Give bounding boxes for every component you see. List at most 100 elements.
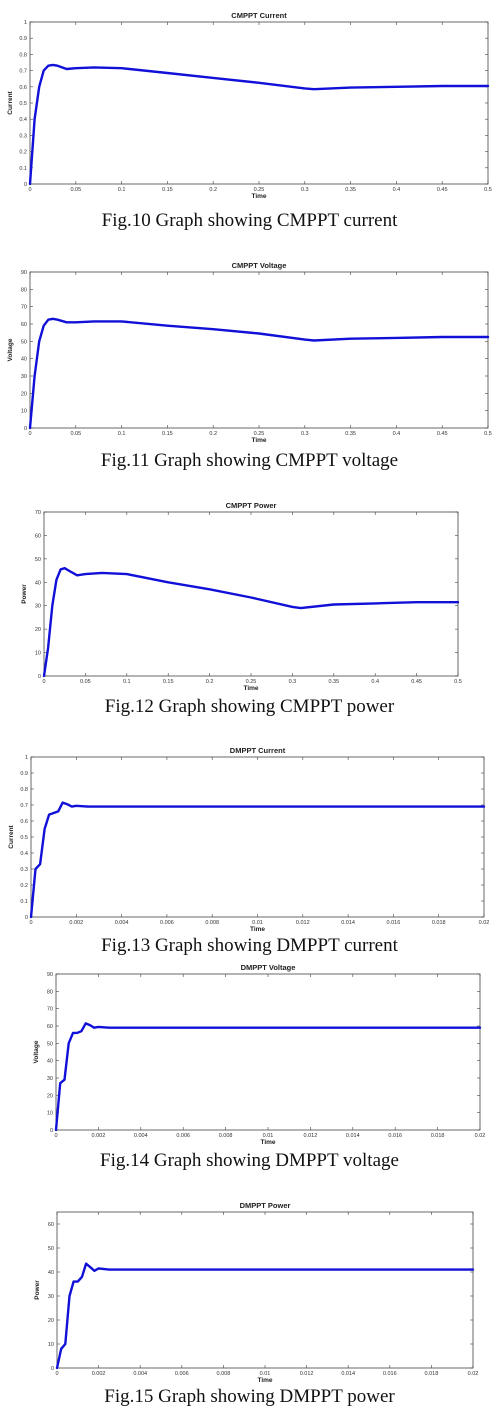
y-tick-label: 50 (48, 1246, 54, 1252)
y-tick-label: 80 (47, 989, 53, 995)
x-tick-label: 0.01 (260, 1371, 271, 1377)
y-tick-label: 0.4 (20, 851, 28, 857)
y-tick-label: 0 (38, 674, 41, 680)
y-tick-label: 40 (47, 1059, 53, 1065)
x-tick-label: 0 (29, 920, 32, 926)
y-tick-label: 0.4 (19, 117, 27, 123)
y-tick-label: 90 (21, 270, 27, 276)
x-tick-label: 0.45 (411, 679, 422, 685)
plot-frame (30, 756, 485, 918)
plot-frame (29, 21, 489, 185)
x-tick-label: 0.15 (162, 431, 173, 437)
x-tick-label: 0.45 (437, 187, 448, 193)
x-tick-label: 0.3 (301, 187, 309, 193)
series-line (28, 317, 490, 430)
chart-title: CMPPT Power (226, 501, 277, 510)
x-axis-label: Time (243, 685, 258, 692)
y-tick-label: 0.1 (20, 899, 28, 905)
figure-11: 0 0.05 0.1 0.15 0.2 0.25 0.3 0.35 0.4 0.45 0.5 0 10 2… (0, 258, 499, 478)
x-tick-label: 0.35 (328, 679, 339, 685)
y-tick-label: 0 (51, 1366, 54, 1372)
y-tick-label: 10 (48, 1342, 54, 1348)
y-tick-label: 20 (48, 1318, 54, 1324)
y-tick-label: 1 (25, 755, 28, 761)
chart-title: DMPPT Power (240, 1201, 291, 1210)
y-tick-label: 0.2 (20, 883, 28, 889)
x-axis-label: Time (250, 926, 265, 933)
x-tick-label: 0.05 (80, 679, 91, 685)
x-tick-label: 0.002 (92, 1133, 106, 1139)
x-tick-label: 0.45 (437, 431, 448, 437)
x-tick-label: 0.3 (301, 431, 309, 437)
y-tick-label: 70 (35, 510, 41, 516)
x-tick-label: 0.01 (252, 920, 263, 926)
y-tick-label: 0 (50, 1128, 53, 1134)
x-tick-label: 0.018 (431, 1133, 445, 1139)
x-tick-label: 0.006 (175, 1371, 189, 1377)
plot-frame (43, 511, 459, 677)
x-tick-label: 0.004 (115, 920, 129, 926)
x-tick-label: 0.02 (468, 1371, 479, 1377)
x-tick-label: 0.008 (217, 1371, 231, 1377)
x-tick-label: 0.4 (393, 187, 401, 193)
x-tick-label: 0.25 (254, 187, 265, 193)
x-tick-label: 0.018 (432, 920, 446, 926)
chart-cmppt-current: 0 0.05 0.1 0.15 0.2 0.25 0.3 0.35 0.4 0.45 0.5 0 0.1… (7, 11, 492, 198)
plot-frame (55, 973, 481, 1131)
y-tick-label: 50 (47, 1041, 53, 1047)
series-line (54, 1022, 482, 1132)
x-tick-label: 0.012 (300, 1371, 314, 1377)
x-tick-label: 0.35 (345, 187, 356, 193)
y-tick-label: 40 (21, 357, 27, 363)
x-tick-label: 0.004 (134, 1133, 148, 1139)
y-tick-label: 60 (21, 322, 27, 328)
y-tick-label: 0.9 (20, 771, 28, 777)
x-tick-label: 0.02 (479, 920, 490, 926)
y-tick-label: 50 (21, 339, 27, 345)
x-tick-label: 0.2 (206, 679, 214, 685)
x-tick-label: 0.016 (383, 1371, 397, 1377)
x-tick-label: 0.05 (70, 187, 81, 193)
y-tick-label: 30 (47, 1076, 53, 1082)
x-tick-label: 0.5 (484, 187, 492, 193)
y-axis-label: Power (21, 584, 28, 604)
figure-caption: Fig.11 Graph showing CMPPT voltage (100, 450, 399, 471)
figure-caption: Fig.15 Graph showing DMPPT power (104, 1386, 395, 1407)
x-tick-label: 0.1 (123, 679, 131, 685)
chart-cmppt-voltage: 0 0.05 0.1 0.15 0.2 0.25 0.3 0.35 0.4 0.45 0.5 0 10 2… (7, 261, 492, 444)
x-tick-label: 0.002 (92, 1371, 106, 1377)
x-tick-label: 0.4 (371, 679, 379, 685)
figure-caption: Fig.13 Graph showing DMPPT current (101, 935, 398, 956)
chart-dmppt-power: 0 0.002 0.004 0.006 0.008 0.01 0.012 0.014 0.016… (34, 1201, 479, 1384)
y-tick-label: 30 (35, 604, 41, 610)
y-tick-label: 70 (21, 305, 27, 311)
x-tick-label: 0 (54, 1133, 57, 1139)
x-tick-label: 0.004 (133, 1371, 147, 1377)
x-tick-label: 0.014 (341, 1371, 355, 1377)
x-tick-label: 0.002 (69, 920, 83, 926)
x-tick-label: 0.016 (388, 1133, 402, 1139)
x-tick-label: 0.15 (163, 679, 174, 685)
x-tick-label: 0.012 (304, 1133, 318, 1139)
x-tick-label: 0.25 (254, 431, 265, 437)
series-line (55, 1262, 475, 1370)
figure-14: 0 0.002 0.004 0.006 0.008 0.01 0.012 0.014 0.016… (0, 962, 499, 1182)
y-tick-label: 1 (24, 20, 27, 26)
x-tick-label: 0.1 (118, 431, 126, 437)
x-tick-label: 0.5 (454, 679, 462, 685)
x-axis-label: Time (251, 437, 266, 444)
chart-title: CMPPT Current (231, 11, 287, 20)
x-tick-label: 0.2 (209, 431, 217, 437)
x-tick-label: 0.006 (176, 1133, 190, 1139)
chart-title: DMPPT Current (230, 746, 286, 755)
x-axis-label: Time (257, 1377, 272, 1384)
y-tick-label: 0 (25, 915, 28, 921)
y-tick-label: 0.7 (19, 69, 27, 75)
x-tick-label: 0.014 (346, 1133, 360, 1139)
y-tick-label: 50 (35, 557, 41, 563)
x-tick-label: 0.01 (263, 1133, 274, 1139)
y-tick-label: 0.6 (20, 819, 28, 825)
y-tick-label: 0.8 (20, 787, 28, 793)
y-tick-label: 0.5 (20, 835, 28, 841)
y-axis-label: Power (34, 1280, 41, 1300)
